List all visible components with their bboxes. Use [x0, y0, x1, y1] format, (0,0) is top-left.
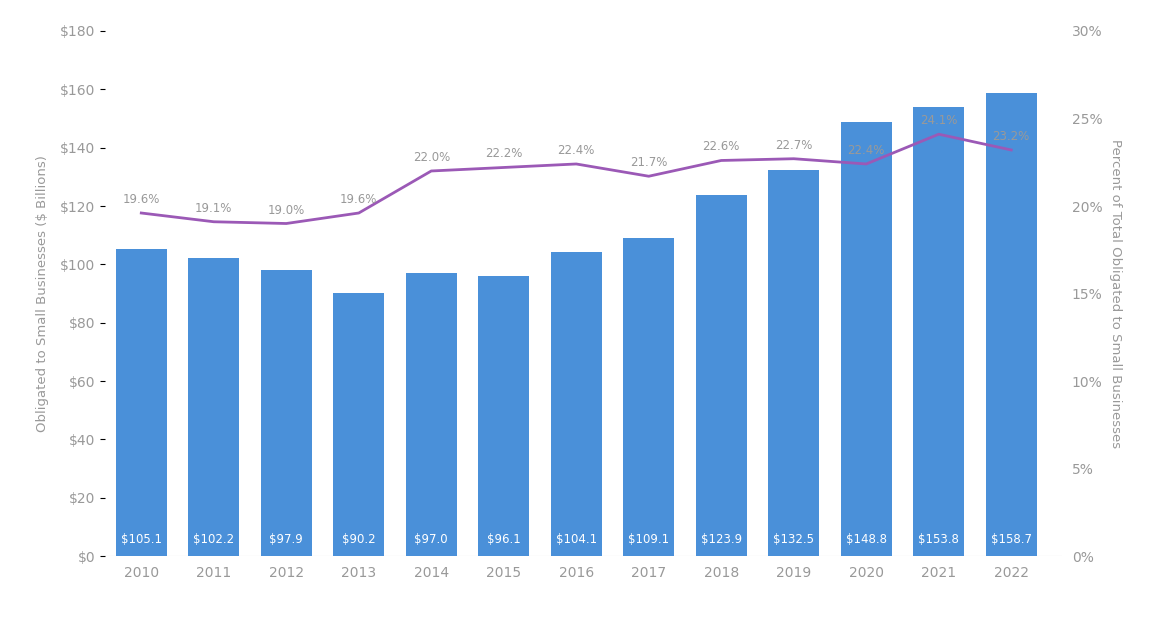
Bar — [986, 93, 1036, 556]
Text: 22.0%: 22.0% — [413, 151, 450, 164]
Text: $132.5: $132.5 — [774, 533, 815, 546]
Text: $153.8: $153.8 — [918, 533, 959, 546]
Text: $105.1: $105.1 — [120, 533, 162, 546]
Bar — [406, 273, 456, 556]
Text: $109.1: $109.1 — [628, 533, 670, 546]
Bar — [623, 238, 675, 556]
Bar — [914, 108, 964, 556]
Text: $102.2: $102.2 — [194, 533, 235, 546]
Text: 19.0%: 19.0% — [267, 203, 305, 216]
Bar — [696, 195, 747, 556]
Text: 22.4%: 22.4% — [558, 144, 595, 157]
Bar — [768, 169, 819, 556]
Text: $148.8: $148.8 — [846, 533, 887, 546]
Bar — [841, 122, 892, 556]
Bar — [334, 293, 384, 556]
Bar — [551, 252, 602, 556]
Text: 19.6%: 19.6% — [123, 193, 160, 206]
Text: 19.1%: 19.1% — [195, 201, 232, 214]
Text: $158.7: $158.7 — [991, 533, 1032, 546]
Y-axis label: Percent of Total Obligated to Small Businesses: Percent of Total Obligated to Small Busi… — [1109, 139, 1121, 448]
Bar — [188, 258, 239, 556]
Bar — [478, 276, 529, 556]
Text: 21.7%: 21.7% — [630, 156, 668, 169]
Text: 22.4%: 22.4% — [847, 144, 885, 157]
Text: $97.9: $97.9 — [270, 533, 303, 546]
Y-axis label: Obligated to Small Businesses ($ Billions): Obligated to Small Businesses ($ Billion… — [36, 155, 49, 432]
Text: $90.2: $90.2 — [342, 533, 376, 546]
Text: 24.1%: 24.1% — [920, 114, 957, 127]
Text: 22.7%: 22.7% — [775, 138, 812, 151]
Text: $123.9: $123.9 — [700, 533, 742, 546]
Text: 22.2%: 22.2% — [485, 148, 523, 161]
Text: 23.2%: 23.2% — [993, 130, 1029, 143]
Text: $97.0: $97.0 — [414, 533, 448, 546]
Bar — [261, 271, 312, 556]
Text: 22.6%: 22.6% — [703, 140, 740, 153]
Bar — [116, 250, 167, 556]
Text: $96.1: $96.1 — [487, 533, 520, 546]
Text: 19.6%: 19.6% — [340, 193, 377, 206]
Text: $104.1: $104.1 — [555, 533, 596, 546]
